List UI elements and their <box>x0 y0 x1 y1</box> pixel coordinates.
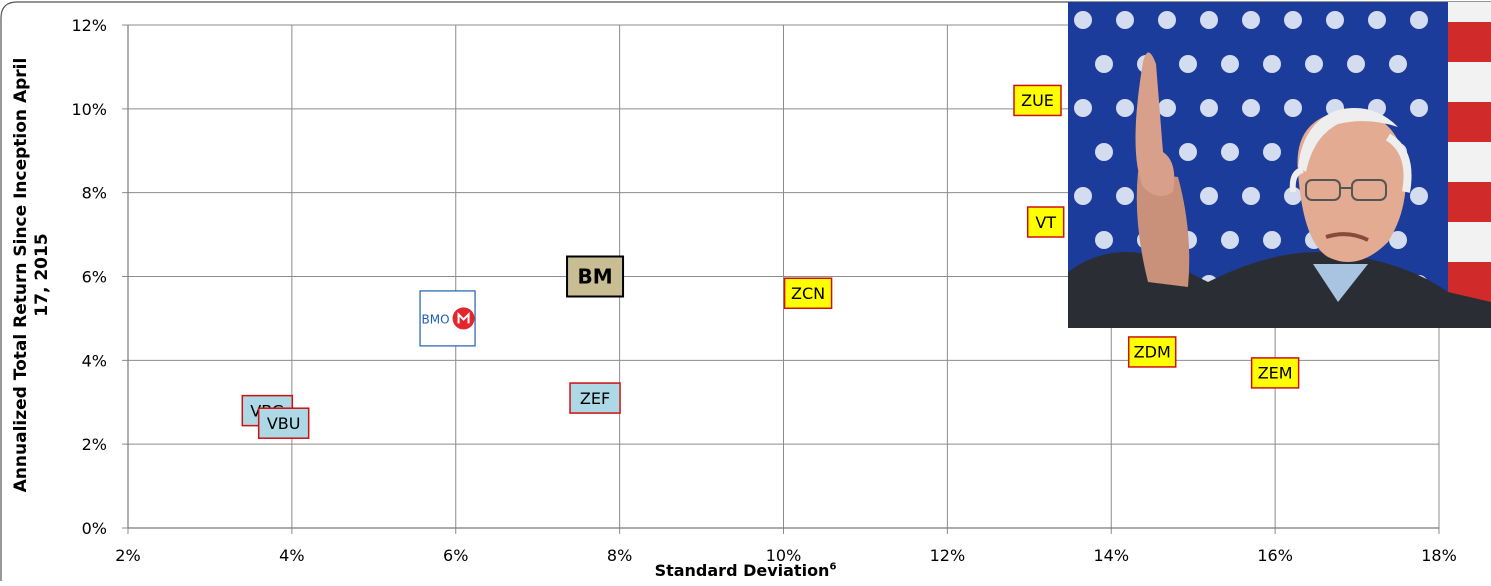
x-tick-label: 12% <box>930 546 966 565</box>
y-axis-label-wrap: Annualized Total Return Since Inception … <box>8 40 56 510</box>
data-point-vt: VT <box>1026 206 1065 238</box>
x-tick-label: 16% <box>1257 546 1293 565</box>
x-tick-label: 2% <box>115 546 140 565</box>
x-axis-label-superscript: 6 <box>829 561 837 573</box>
marker-box <box>1250 357 1300 389</box>
data-point-zdm: ZDM <box>1127 336 1177 368</box>
y-tick-label: 4% <box>82 351 107 370</box>
portrait-photo <box>1068 2 1491 328</box>
person-figure <box>1068 52 1491 328</box>
data-label: ZCN <box>791 284 825 303</box>
x-tick-label: 8% <box>607 546 632 565</box>
y-tick-label: 10% <box>71 100 107 119</box>
data-label: ZDM <box>1134 343 1171 362</box>
data-label: ZEF <box>580 389 610 408</box>
y-tick-label: 12% <box>71 16 107 35</box>
y-tick-label: 8% <box>82 184 107 203</box>
marker-box <box>1026 206 1065 238</box>
data-point-vbu: VBU <box>257 407 310 439</box>
data-label: VT <box>1035 213 1056 232</box>
bmo-logo-text: BMO <box>422 312 450 326</box>
x-tick-label: 18% <box>1421 546 1457 565</box>
data-label: VBU <box>267 414 301 433</box>
marker-box <box>1127 336 1177 368</box>
data-point-bmo: BMO <box>419 290 476 347</box>
marker-box <box>1013 84 1062 117</box>
x-tick-label: 6% <box>443 546 468 565</box>
y-tick-label: 6% <box>82 268 107 287</box>
photo-overlay <box>1068 2 1491 328</box>
data-label: BM <box>577 265 612 289</box>
marker-box <box>566 255 625 298</box>
data-label: ZUE <box>1021 91 1054 110</box>
data-point-zef: ZEF <box>569 382 621 414</box>
x-axis-label-container: Standard Deviation6 <box>0 561 1491 580</box>
data-label: ZEM <box>1258 364 1293 383</box>
data-point-bm: BM <box>566 255 625 298</box>
x-tick-label: 4% <box>279 546 304 565</box>
x-tick-label: 14% <box>1093 546 1129 565</box>
data-point-zue: ZUE <box>1013 84 1062 117</box>
y-tick-label: 2% <box>82 435 107 454</box>
data-point-zem: ZEM <box>1250 357 1300 389</box>
x-tick-label: 10% <box>766 546 802 565</box>
x-axis-label: Standard Deviation <box>654 561 830 580</box>
data-point-zcn: ZCN <box>783 277 833 310</box>
y-axis-label: Annualized Total Return Since Inception … <box>11 57 52 493</box>
marker-box <box>569 382 621 414</box>
y-tick-label: 0% <box>82 519 107 538</box>
marker-box <box>257 407 310 439</box>
marker-box <box>783 277 833 310</box>
